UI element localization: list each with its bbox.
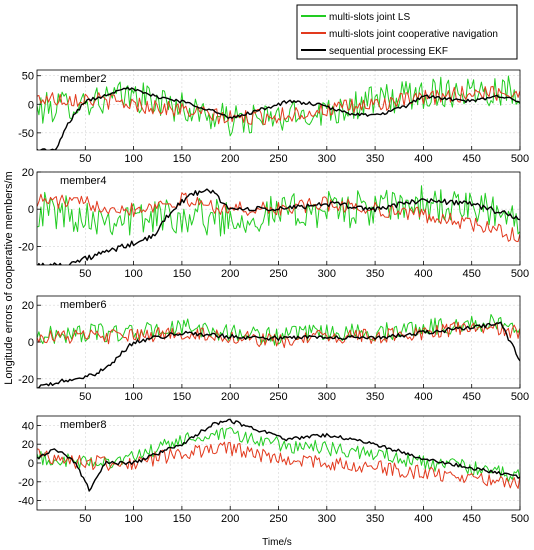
x-tick-label: 300 [318, 268, 336, 280]
x-tick-label: 200 [221, 268, 239, 280]
x-tick-label: 250 [269, 391, 287, 403]
series-group [37, 314, 520, 388]
x-tick-label: 300 [318, 153, 336, 165]
series-line-ekf [37, 188, 520, 265]
x-tick-label: 450 [463, 513, 481, 525]
series-line-ls [37, 75, 520, 137]
panel-title: member2 [60, 73, 106, 85]
x-tick-label: 100 [124, 391, 142, 403]
y-tick-label: 20 [22, 439, 34, 451]
y-tick-label: 40 [22, 420, 34, 432]
y-tick-label: -40 [18, 496, 34, 508]
x-tick-label: 250 [269, 268, 287, 280]
series-line-ekf [37, 86, 520, 150]
x-tick-label: 500 [511, 153, 529, 165]
panel-title: member8 [60, 419, 106, 431]
series-line-ls [37, 314, 520, 346]
x-tick-label: 200 [221, 153, 239, 165]
series-group [37, 418, 520, 492]
series-group [37, 75, 520, 150]
x-tick-label: 300 [318, 513, 336, 525]
x-tick-label: 50 [79, 391, 91, 403]
series-line-cooperative [37, 192, 520, 243]
y-tick-label: 50 [22, 71, 34, 83]
x-tick-label: 150 [173, 268, 191, 280]
panel-member4: 50 100 150 200 250 300 350 400 450 500 -20 0 20 membe… [18, 167, 529, 280]
x-tick-label: 350 [366, 391, 384, 403]
x-tick-label: 500 [511, 513, 529, 525]
y-tick-label: -50 [18, 128, 34, 140]
x-tick-label: 400 [414, 153, 432, 165]
x-tick-label: 100 [124, 268, 142, 280]
y-tick-label: -20 [18, 241, 34, 253]
y-tick-label: -20 [18, 374, 34, 386]
legend-label-cooperative: multi-slots joint cooperative navigation [329, 29, 498, 40]
panel-member8: 50 100 150 200 250 300 350 400 450 500 -40 -20 0 20 40… [18, 415, 529, 525]
x-tick-label: 350 [366, 153, 384, 165]
y-tick-label: 0 [28, 337, 34, 349]
x-tick-label: 400 [414, 391, 432, 403]
x-tick-label: 100 [124, 513, 142, 525]
x-axis-label: Time/s [262, 537, 292, 548]
x-tick-label: 150 [173, 513, 191, 525]
x-tick-label: 350 [366, 513, 384, 525]
x-tick-label: 450 [463, 153, 481, 165]
x-tick-label: 150 [173, 391, 191, 403]
x-tick-label: 400 [414, 268, 432, 280]
x-tick-label: 400 [414, 513, 432, 525]
x-tick-label: 450 [463, 391, 481, 403]
x-tick-label: 450 [463, 268, 481, 280]
x-tick-label: 500 [511, 391, 529, 403]
x-tick-label: 500 [511, 268, 529, 280]
panel-title: member4 [60, 175, 106, 187]
x-tick-label: 50 [79, 153, 91, 165]
legend-label-ekf: sequential processing EKF [329, 46, 448, 57]
y-tick-label: 0 [28, 99, 34, 111]
x-tick-label: 150 [173, 153, 191, 165]
x-tick-label: 300 [318, 391, 336, 403]
x-tick-label: 50 [79, 268, 91, 280]
x-tick-label: 250 [269, 513, 287, 525]
series-group [37, 185, 520, 265]
panel-title: member6 [60, 299, 106, 311]
x-tick-label: 250 [269, 153, 287, 165]
x-tick-label: 50 [79, 513, 91, 525]
x-tick-label: 350 [366, 268, 384, 280]
legend: multi-slots joint LS multi-slots joint c… [296, 4, 518, 60]
panel-member6: 50 100 150 200 250 300 350 400 450 500 -20 0 20 membe… [18, 295, 529, 403]
x-tick-label: 100 [124, 153, 142, 165]
y-axis-label: Longitude errors of cooperative members/… [3, 171, 15, 384]
series-line-ekf [37, 321, 520, 388]
y-tick-label: 0 [28, 204, 34, 216]
y-tick-label: 20 [22, 167, 34, 179]
series-line-ekf [37, 418, 520, 492]
y-tick-label: 0 [28, 458, 34, 470]
y-tick-label: -20 [18, 477, 34, 489]
y-tick-label: 20 [22, 300, 34, 312]
legend-label-ls: multi-slots joint LS [329, 12, 410, 23]
x-tick-label: 200 [221, 513, 239, 525]
series-line-ls [37, 185, 520, 237]
x-tick-label: 200 [221, 391, 239, 403]
panel-member2: 50 100 150 200 250 300 350 400 450 500 -50 0 50 membe… [18, 69, 529, 165]
legend-box [296, 4, 518, 60]
